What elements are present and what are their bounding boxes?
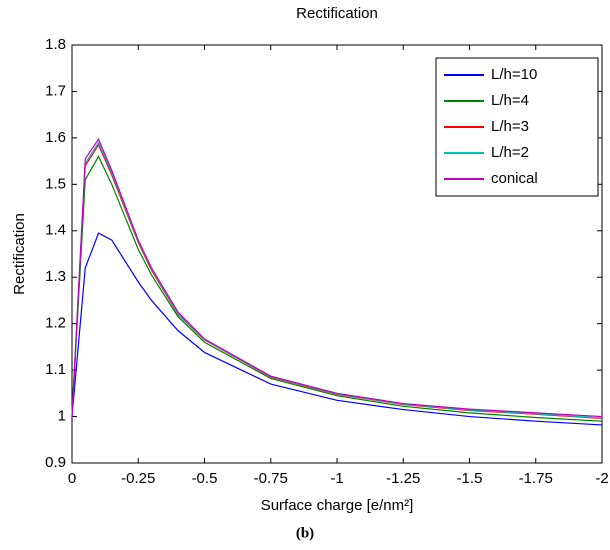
x-tick-label: -1: [330, 470, 343, 487]
legend-label: L/h=4: [491, 92, 529, 109]
y-tick-label: 1.3: [45, 268, 66, 285]
caption: (b): [296, 525, 314, 541]
series-line: [71, 141, 603, 419]
series-line: [71, 155, 603, 422]
x-tick-label: -1.5: [457, 470, 483, 487]
series-line: [71, 138, 603, 418]
series-line: [71, 232, 603, 426]
legend-label: L/h=2: [491, 144, 529, 161]
y-tick-label: 0.9: [45, 454, 66, 471]
y-axis-label: Rectification: [11, 213, 28, 295]
x-tick-label: -1.75: [519, 470, 553, 487]
x-tick-label: -0.5: [192, 470, 218, 487]
y-tick-label: 1.4: [45, 222, 66, 239]
legend-label: L/h=3: [491, 118, 529, 135]
x-tick-label: -1.25: [386, 470, 420, 487]
y-tick-label: 1: [58, 408, 66, 425]
legend-label: conical: [491, 170, 538, 187]
x-tick-label: -2: [595, 470, 608, 487]
y-tick-label: 1.1: [45, 361, 66, 378]
legend-label: L/h=10: [491, 66, 537, 83]
y-tick-label: 1.5: [45, 175, 66, 192]
chart-title: Rectification: [296, 5, 378, 22]
y-tick-label: 1.7: [45, 82, 66, 99]
x-tick-label: -0.75: [254, 470, 288, 487]
x-tick-label: 0: [68, 470, 76, 487]
x-tick-label: -0.25: [121, 470, 155, 487]
x-axis-label: Surface charge [e/nm²]: [261, 497, 414, 514]
y-tick-label: 1.6: [45, 129, 66, 146]
y-tick-label: 1.8: [45, 36, 66, 53]
y-tick-label: 1.2: [45, 315, 66, 332]
